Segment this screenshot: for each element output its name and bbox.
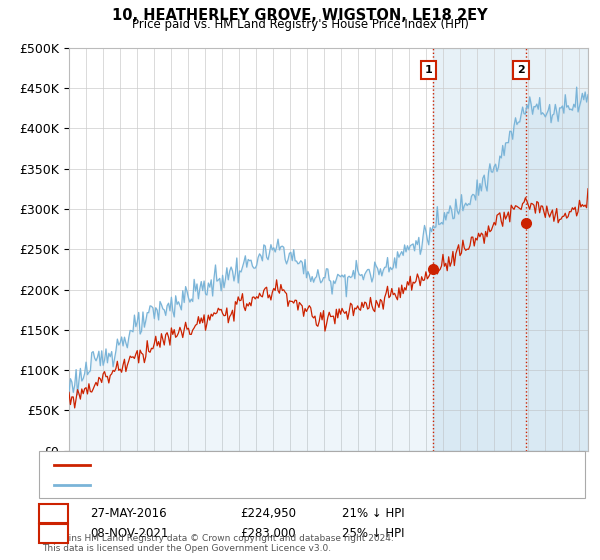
Text: 10, HEATHERLEY GROVE, WIGSTON, LE18 2EY: 10, HEATHERLEY GROVE, WIGSTON, LE18 2EY — [112, 8, 488, 24]
Text: £224,950: £224,950 — [240, 507, 296, 520]
Text: £283,000: £283,000 — [240, 526, 296, 540]
Text: 21% ↓ HPI: 21% ↓ HPI — [342, 507, 404, 520]
Text: HPI: Average price, detached house, Oadby and Wigston: HPI: Average price, detached house, Oadb… — [99, 480, 415, 490]
Text: 25% ↓ HPI: 25% ↓ HPI — [342, 526, 404, 540]
Text: 10, HEATHERLEY GROVE, WIGSTON, LE18 2EY (detached house): 10, HEATHERLEY GROVE, WIGSTON, LE18 2EY … — [99, 460, 457, 470]
Text: Contains HM Land Registry data © Crown copyright and database right 2024.
This d: Contains HM Land Registry data © Crown c… — [42, 534, 394, 553]
Text: 1: 1 — [425, 65, 432, 75]
Text: 2: 2 — [49, 526, 58, 540]
Text: 1: 1 — [49, 507, 58, 520]
Text: 27-MAY-2016: 27-MAY-2016 — [90, 507, 167, 520]
Bar — [433, 48, 588, 451]
Text: 08-NOV-2021: 08-NOV-2021 — [90, 526, 169, 540]
Text: 2: 2 — [517, 65, 525, 75]
Text: Price paid vs. HM Land Registry's House Price Index (HPI): Price paid vs. HM Land Registry's House … — [131, 18, 469, 31]
